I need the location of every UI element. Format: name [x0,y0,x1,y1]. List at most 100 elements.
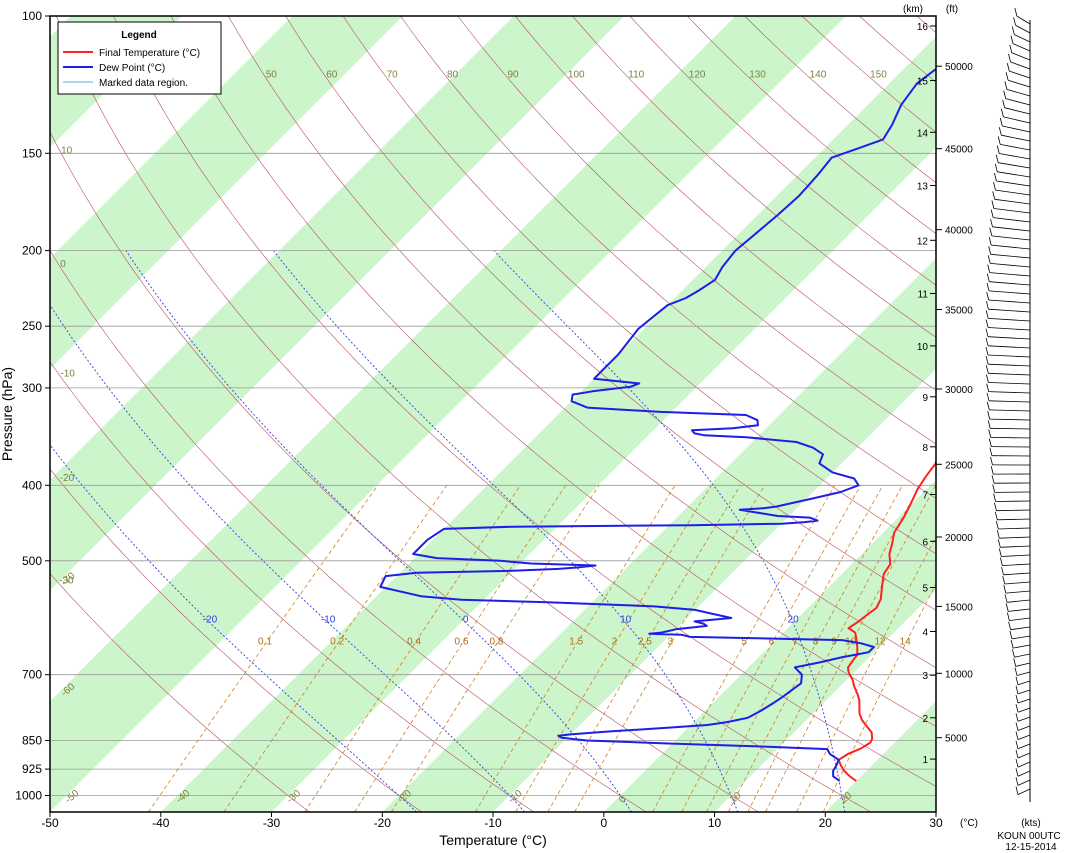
dry-adiabat-label: 100 [568,70,585,81]
mixing-ratio-label: 0.1 [258,636,272,647]
wind-barb [989,418,1031,421]
wind-barb [1007,79,1031,88]
wind-barb [998,162,1031,169]
km-tick-label: 2 [922,714,928,725]
wind-barb [990,437,1031,439]
wind-barb-feather [994,172,997,182]
wind-barb-feather [989,447,993,456]
wind-barb-feather [998,548,1002,557]
wind-barb-feather [1005,72,1009,81]
km-tick-label: 1 [922,755,928,766]
km-tick-label: 13 [917,182,929,193]
wind-barb-feather [1015,749,1019,759]
mixing-ratio-line [765,485,936,812]
wind-barb-feather [989,227,993,236]
dry-adiabat-label: 50 [266,70,278,81]
isotherm-band [50,16,846,812]
mixing-ratio-line [515,485,712,812]
legend-item-temperature: Final Temperature (°C) [99,48,200,59]
wind-barb-feather [987,255,991,264]
wind-barb-feather [1015,777,1019,786]
legend: Legend Final Temperature (°C) Dew Point … [57,21,222,95]
dry-adiabat [113,16,936,787]
dry-adiabat [170,16,936,727]
wind-barb [987,336,1031,340]
wind-barb-feather [1015,713,1019,722]
date-label: 12-15-2014 [1005,842,1057,853]
dry-adiabat [50,361,535,812]
wind-barb [1010,61,1031,70]
dry-adiabat-label: -30 [59,576,74,587]
wind-barb [1003,116,1031,124]
wind-barb [1014,653,1031,658]
mixing-ratio-label: 14 [900,636,912,647]
mixing-ratio-line [727,485,903,812]
ft-tick-label: 10000 [945,669,973,680]
wind-barb [1005,98,1031,106]
dry-adiabat [228,16,936,669]
wind-barb [1010,626,1031,631]
dry-adiabat [50,131,759,812]
wind-barb-feather [1003,90,1007,99]
wind-barb-feather [986,392,990,401]
wind-barb-feather [996,145,1000,154]
wind-barb [1016,15,1031,25]
wind-barb-feather [990,456,993,465]
wind-barb-feather [990,218,993,227]
y-tick-label: 400 [22,478,42,492]
wind-barb-feather [987,411,991,420]
y-tick-label: 500 [22,554,42,568]
wind-barb [987,354,1031,358]
wind-barb [1011,635,1031,640]
dry-adiabat [50,468,422,812]
wind-barb-feather [986,273,990,282]
mixing-ratio-line [223,485,448,812]
dry-adiabat-label: 150 [870,70,887,81]
dry-adiabat-label: -20 [60,473,75,484]
wind-barb [993,208,1031,214]
wind-barb [991,235,1031,241]
km-tick-label: 11 [918,290,929,301]
mixing-ratio-line [747,485,921,812]
mixing-ratio-line [706,485,884,812]
dry-adiabat-label: 70 [387,70,399,81]
moist-adiabat-label: 0 [463,615,469,626]
y-tick-label: 150 [22,146,42,160]
wind-barb [995,189,1031,196]
wind-barb-feather [985,356,989,365]
wind-barb-feather [985,328,989,337]
wind-barb-feather [990,209,994,218]
wind-barb [997,518,1031,521]
ft-tick-label: 15000 [945,602,973,613]
dry-adiabat [457,16,936,445]
mixing-ratio-line [574,485,765,812]
ft-tick-label: 30000 [945,385,973,396]
wind-barb [988,308,1031,313]
wind-barb-feather [1013,658,1017,667]
wind-barb-feather [987,264,991,273]
mixing-ratio-label: 3 [668,636,674,647]
wind-barb-feather [994,163,998,172]
wind-barb [1004,107,1031,115]
wind-barb-feather [994,511,998,520]
wind-barb-feather [1011,26,1015,35]
isotherm-band [50,16,403,369]
wind-barb-feather [991,475,995,484]
wind-barb [997,171,1031,178]
wind-barb-feather [1015,740,1019,749]
wind-barb-feather [1012,649,1015,658]
wind-barb-feather [1007,612,1010,621]
wind-barb-feather [1001,108,1004,117]
wind-barb-feather [985,319,989,328]
wind-barb-feather [1006,63,1010,72]
isotherm-label: 0 [617,794,629,806]
km-tick-label: 12 [917,236,929,247]
wind-barb [996,180,1031,187]
x-tick-label: -50 [41,816,59,830]
wind-barb [1017,680,1031,686]
mixing-ratio-line [681,485,861,812]
moist-adiabat-label: -10 [321,615,336,626]
dry-adiabat-label: 120 [689,70,706,81]
wind-barb-feather [1008,53,1011,62]
